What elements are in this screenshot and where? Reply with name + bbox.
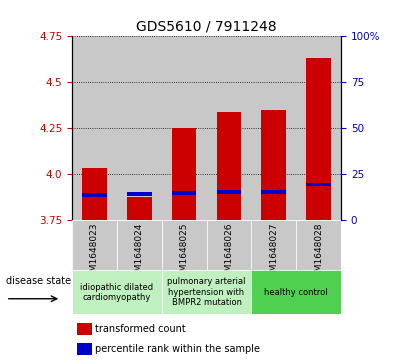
Bar — [252, 220, 296, 270]
Bar — [77, 323, 92, 335]
Bar — [162, 220, 206, 270]
Bar — [296, 36, 341, 220]
Bar — [127, 197, 152, 220]
Text: transformed count: transformed count — [95, 324, 185, 334]
Bar — [127, 192, 152, 196]
Bar — [82, 168, 107, 220]
Text: disease state: disease state — [6, 276, 71, 286]
Bar — [261, 110, 286, 220]
Bar — [117, 220, 162, 270]
Text: GSM1648025: GSM1648025 — [180, 222, 189, 283]
Bar — [162, 270, 252, 314]
Bar — [172, 191, 196, 195]
Bar — [162, 36, 206, 220]
Bar — [217, 113, 241, 220]
Bar — [217, 191, 241, 194]
Bar — [82, 193, 107, 196]
Bar — [72, 270, 162, 314]
Bar — [261, 191, 286, 194]
Text: idiopathic dilated
cardiomyopathy: idiopathic dilated cardiomyopathy — [80, 282, 153, 302]
Bar — [117, 36, 162, 220]
Bar — [252, 36, 296, 220]
Text: GSM1648028: GSM1648028 — [314, 222, 323, 283]
Bar — [306, 58, 331, 220]
Text: pulmonary arterial
hypertension with
BMPR2 mutation: pulmonary arterial hypertension with BMP… — [167, 277, 246, 307]
Bar — [172, 128, 196, 220]
Text: GSM1648026: GSM1648026 — [224, 222, 233, 283]
Text: GSM1648023: GSM1648023 — [90, 222, 99, 283]
Bar — [72, 220, 117, 270]
Bar — [77, 343, 92, 355]
Bar — [252, 270, 341, 314]
Bar — [206, 36, 252, 220]
Bar — [306, 183, 331, 187]
Text: percentile rank within the sample: percentile rank within the sample — [95, 344, 260, 354]
Title: GDS5610 / 7911248: GDS5610 / 7911248 — [136, 20, 277, 34]
Text: GSM1648024: GSM1648024 — [135, 222, 144, 282]
Text: GSM1648027: GSM1648027 — [269, 222, 278, 283]
Text: healthy control: healthy control — [264, 288, 328, 297]
Bar — [296, 220, 341, 270]
Bar — [72, 36, 117, 220]
Bar — [206, 220, 252, 270]
